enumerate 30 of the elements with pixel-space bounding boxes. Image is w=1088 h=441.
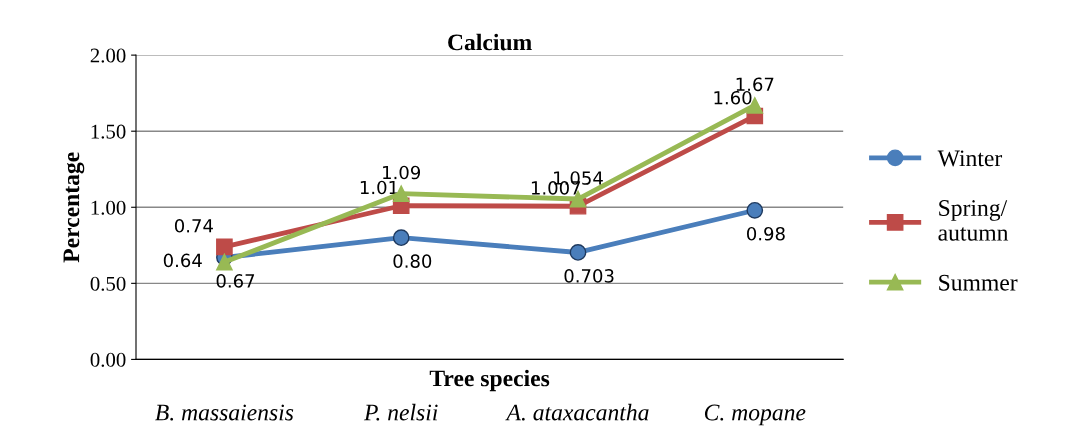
data-label: 1.09 [383, 165, 421, 180]
y-axis-title: Percentage [63, 152, 85, 263]
data-label: 0.80 [393, 254, 432, 268]
point [746, 201, 764, 219]
data-label: 0.64 [163, 253, 202, 268]
data-label: 0.703 [564, 269, 614, 283]
chart-title: Calcium [448, 33, 532, 51]
data-label: 0.67 [216, 274, 255, 288]
y-tick-label: 1.50 [91, 124, 126, 139]
data-label: 0.74 [174, 218, 213, 233]
legend-label: Spring/ autumn [938, 200, 1009, 241]
y-tick-label: 0.50 [90, 276, 126, 291]
x-tick-label: P. nelsii [363, 403, 438, 421]
point [216, 238, 233, 256]
point [216, 253, 233, 271]
x-tick-label: B. massaiensis [155, 404, 294, 421]
data-label: 1.60 [714, 90, 752, 105]
x-tick-label: C. mopane [704, 404, 806, 426]
y-tick-label: 2.00 [90, 48, 126, 63]
x-axis-title: Tree species [429, 369, 550, 392]
y-tick-label: 1.00 [91, 200, 126, 215]
data-label: 1.67 [736, 77, 774, 92]
data-label: 1.01 [360, 180, 398, 195]
legend-label: Summer [939, 274, 1018, 291]
point [569, 244, 587, 261]
x-tick-label: A. ataxacantha [505, 403, 649, 421]
legend-label: Winter [937, 150, 1003, 167]
data-label: 0.98 [747, 226, 785, 241]
point [392, 229, 410, 247]
y-tick-label: 0.00 [90, 352, 126, 367]
